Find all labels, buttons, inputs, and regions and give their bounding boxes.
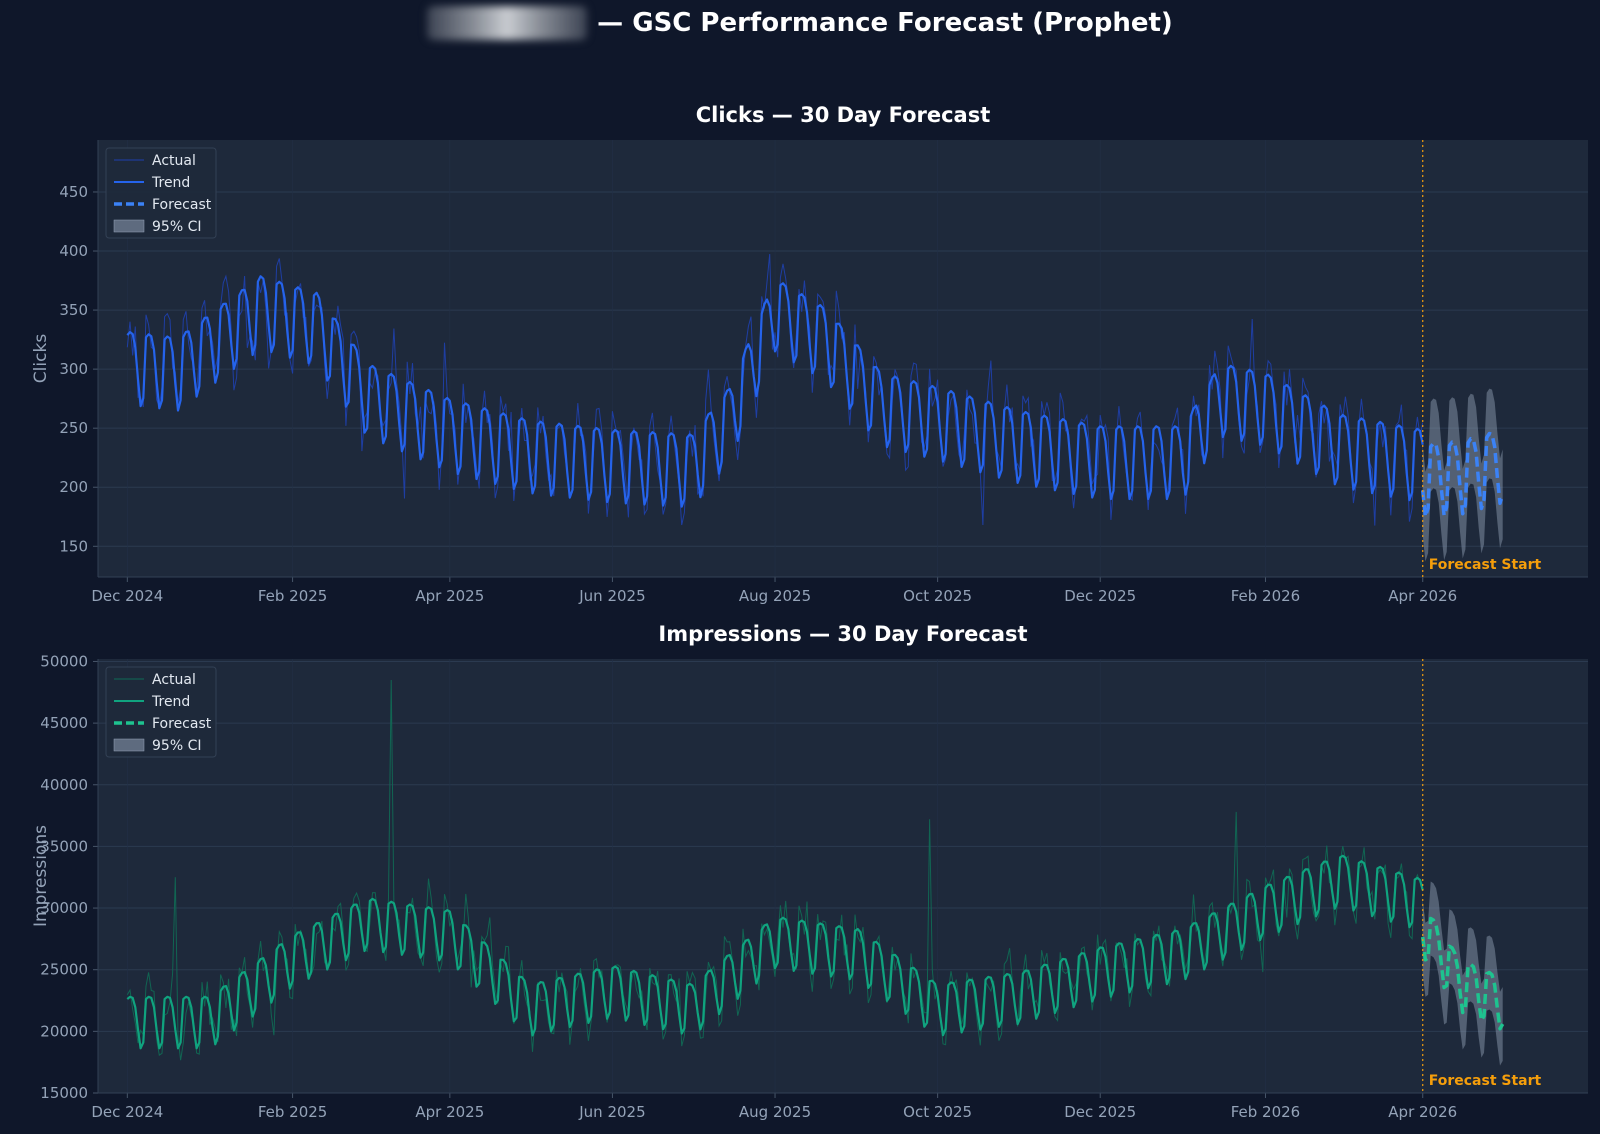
- forecast-start-label: Forecast Start: [1429, 557, 1542, 573]
- forecast-start-label: Forecast Start: [1429, 1073, 1542, 1089]
- series-forecast-line: [1420, 431, 1505, 519]
- chart-title: Clicks — 30 Day Forecast: [696, 103, 991, 127]
- y-tick-label: 200: [59, 478, 88, 496]
- x-tick-label: Jun 2025: [578, 587, 645, 605]
- y-axis-label: Clicks: [31, 334, 51, 384]
- figure-title-text: — GSC Performance Forecast (Prophet): [597, 8, 1173, 38]
- x-tick-label: Dec 2025: [1064, 1103, 1136, 1121]
- series-forecast-line: [1420, 916, 1505, 1031]
- legend-swatch-ci: [113, 738, 145, 752]
- legend-label: Actual: [152, 672, 196, 688]
- legend-box: [105, 666, 217, 758]
- x-tick-label: Apr 2025: [415, 1103, 484, 1121]
- x-tick-label: Aug 2025: [739, 587, 811, 605]
- series-trend-line: [126, 854, 1424, 1050]
- x-tick-label: Apr 2026: [1388, 1103, 1457, 1121]
- y-tick-label: 35000: [40, 837, 88, 855]
- redacted-site-name: [427, 6, 588, 40]
- y-tick-label: 45000: [40, 714, 88, 732]
- y-tick-label: 40000: [40, 776, 88, 794]
- plot-area: [98, 140, 1588, 577]
- legend-label: Trend: [151, 175, 190, 191]
- y-tick-label: 15000: [40, 1084, 88, 1102]
- plot-area: [98, 659, 1588, 1093]
- series-trend-line: [126, 275, 1424, 508]
- x-tick-label: Oct 2025: [903, 587, 972, 605]
- legend-label: Forecast: [152, 197, 212, 213]
- legend-label: 95% CI: [152, 738, 201, 754]
- legend-label: 95% CI: [152, 219, 201, 235]
- y-tick-label: 350: [59, 301, 88, 319]
- x-tick-label: Dec 2024: [91, 1103, 163, 1121]
- x-tick-label: Feb 2026: [1231, 587, 1301, 605]
- chart-title: Impressions — 30 Day Forecast: [658, 622, 1027, 646]
- y-tick-label: 400: [59, 242, 88, 260]
- legend-label: Forecast: [152, 716, 212, 732]
- x-tick-label: Jun 2025: [578, 1103, 645, 1121]
- y-tick-label: 150: [59, 537, 88, 555]
- chart-0: Clicks — 30 Day Forecast 150 200 250 300 350 4…: [31, 103, 1588, 605]
- figure-title: — GSC Performance Forecast (Prophet): [0, 6, 1600, 40]
- y-tick-label: 450: [59, 183, 88, 201]
- x-tick-label: Feb 2025: [258, 587, 328, 605]
- y-tick-label: 300: [59, 360, 88, 378]
- x-tick-label: Dec 2025: [1064, 587, 1136, 605]
- y-tick-label: 50000: [40, 652, 88, 670]
- x-tick-label: Apr 2025: [415, 587, 484, 605]
- chart-1: Impressions — 30 Day Forecast 15000 20000 2…: [31, 622, 1588, 1121]
- y-tick-label: 25000: [40, 961, 88, 979]
- y-tick-label: 30000: [40, 899, 88, 917]
- legend-label: Trend: [151, 694, 190, 710]
- x-tick-label: Dec 2024: [91, 587, 163, 605]
- y-axis-label: Impressions: [31, 825, 51, 927]
- x-tick-label: Aug 2025: [739, 1103, 811, 1121]
- legend-swatch-ci: [113, 219, 145, 233]
- x-tick-label: Apr 2026: [1388, 587, 1457, 605]
- y-tick-label: 250: [59, 419, 88, 437]
- confidence-band: [1422, 881, 1503, 1066]
- x-tick-label: Feb 2026: [1231, 1103, 1301, 1121]
- confidence-band: [1422, 388, 1503, 562]
- x-tick-label: Oct 2025: [903, 1103, 972, 1121]
- legend-label: Actual: [152, 153, 196, 169]
- x-tick-label: Feb 2025: [258, 1103, 328, 1121]
- y-tick-label: 20000: [40, 1022, 88, 1040]
- legend-box: [105, 147, 217, 239]
